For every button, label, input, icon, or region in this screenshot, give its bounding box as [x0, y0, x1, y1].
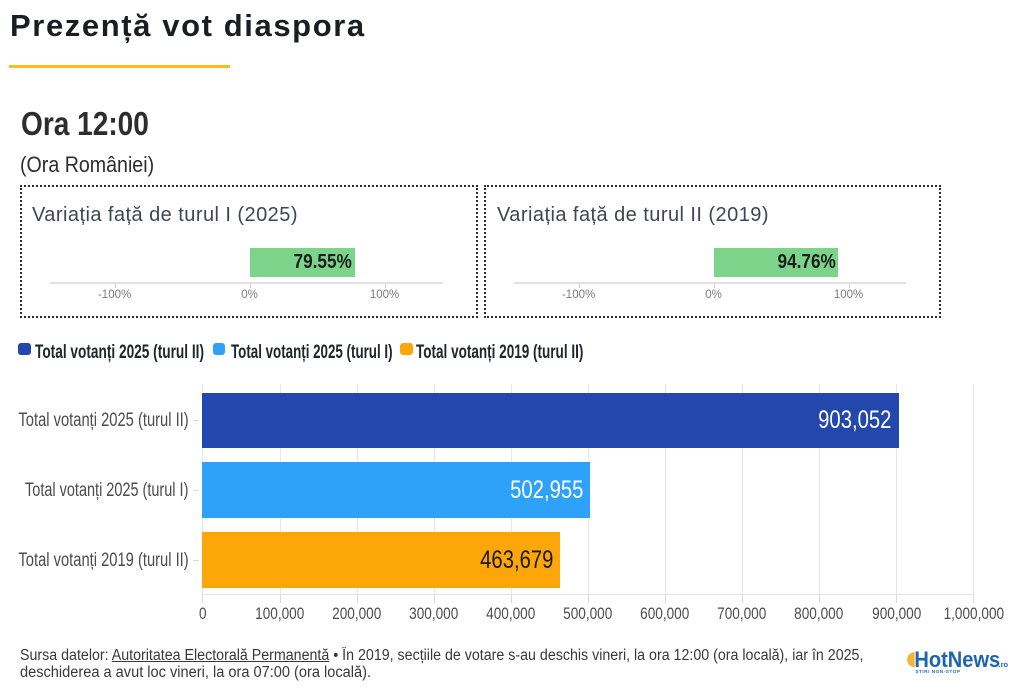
svg-text:HotNews: HotNews: [914, 648, 1000, 672]
svg-text:.ro: .ro: [999, 660, 1009, 669]
svg-text:ȘTIRI NON-STOP: ȘTIRI NON-STOP: [915, 669, 960, 675]
